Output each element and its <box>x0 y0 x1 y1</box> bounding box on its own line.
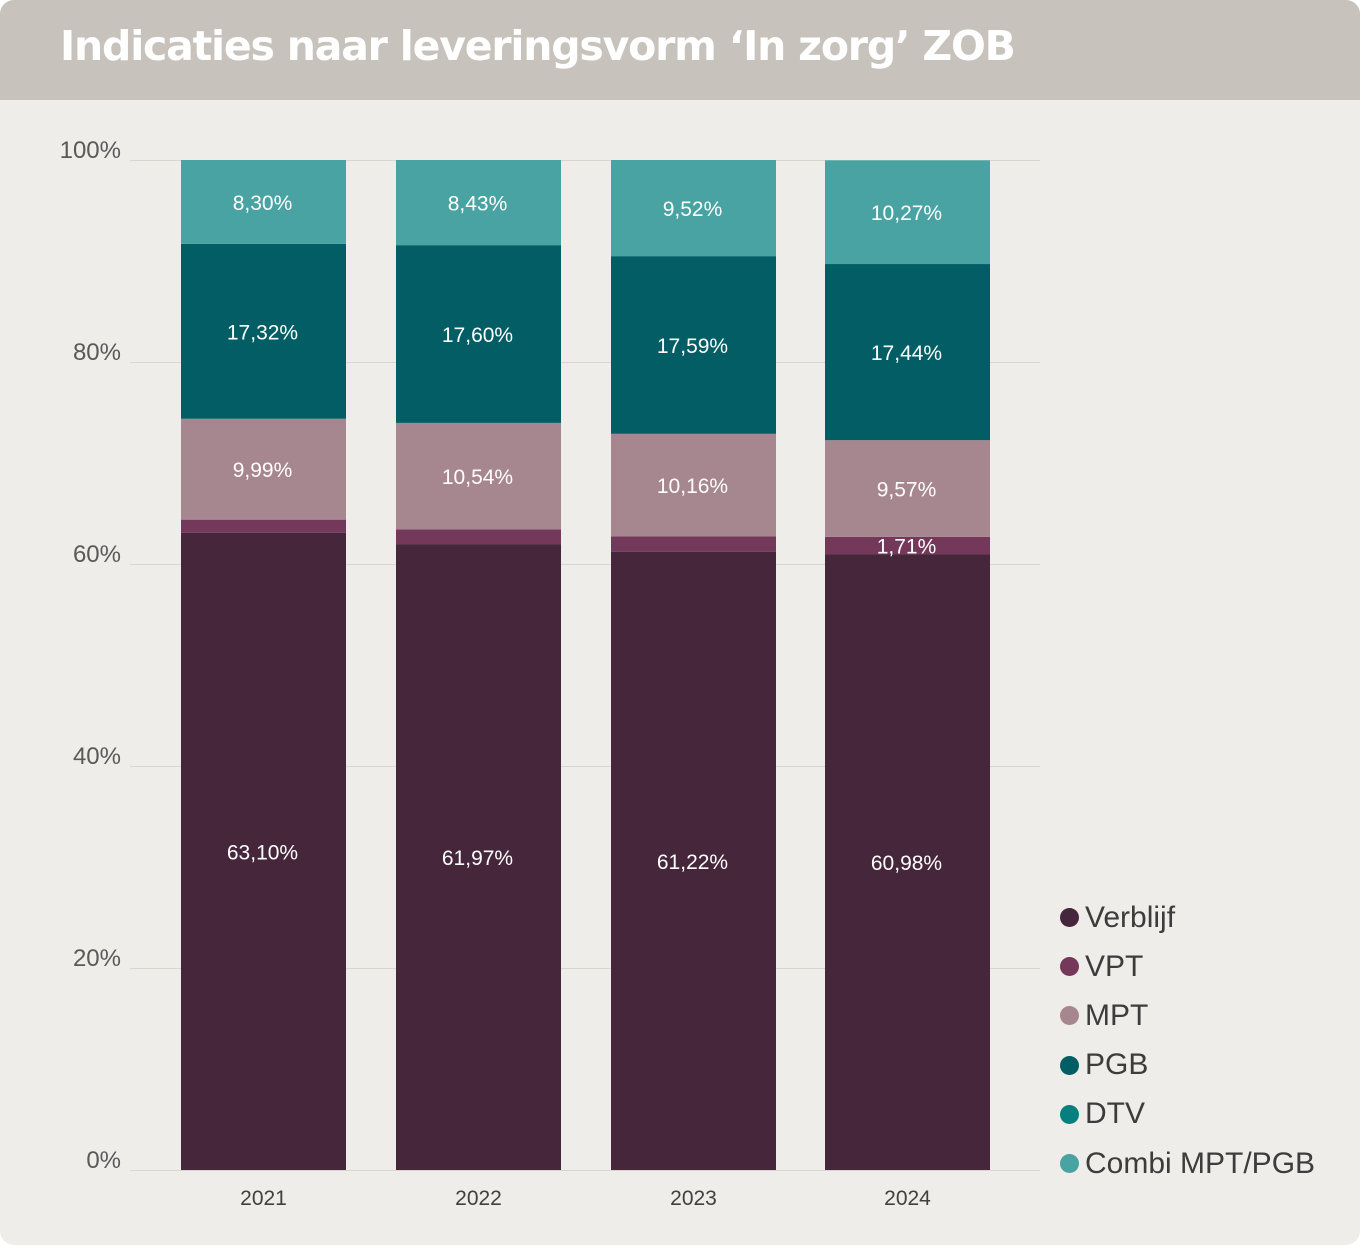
data-label: 9,57% <box>877 479 937 502</box>
data-label: 1,71% <box>877 535 937 558</box>
y-tick-label: 0% <box>86 1147 121 1174</box>
data-label: 8,43% <box>448 193 508 216</box>
legend-swatch <box>1060 957 1079 977</box>
data-label: 10,54% <box>442 466 513 489</box>
data-label: 10,27% <box>871 202 942 225</box>
bar-segment-combi-mpt-pgb <box>396 160 561 246</box>
bar-segment-combi-mpt-pgb <box>825 160 990 265</box>
bar-segment-pgb <box>611 256 776 434</box>
bar-segment-verblijf <box>181 532 346 1170</box>
data-label: 17,32% <box>227 321 298 344</box>
title-bar: Indicaties naar leveringsvorm ‘In zorg’ … <box>0 0 1360 100</box>
data-label: 8,30% <box>233 192 293 215</box>
data-label: 61,97% <box>442 847 513 870</box>
bar-segment-mpt <box>611 433 776 537</box>
bar-segment-pgb <box>825 264 990 441</box>
y-tick-label: 80% <box>73 339 121 366</box>
legend-swatch <box>1060 1006 1079 1026</box>
legend-label: DTV <box>1085 1097 1145 1131</box>
bar-segment-mpt <box>396 422 561 530</box>
legend-item: PGB <box>1060 1041 1315 1090</box>
bar-segment-pgb <box>396 245 561 423</box>
legend-label: MPT <box>1085 998 1149 1032</box>
y-tick-label: 40% <box>73 743 121 770</box>
bar-segment-verblijf <box>611 551 776 1170</box>
chart-title: Indicaties naar leveringsvorm ‘In zorg’ … <box>60 22 1016 70</box>
legend: Verblijf VPT MPT PGB DTV Combi MPT/PGB <box>1060 893 1315 1188</box>
legend-swatch <box>1060 908 1079 928</box>
data-label: 17,59% <box>657 335 728 358</box>
legend-swatch <box>1060 1055 1079 1075</box>
data-label: 9,99% <box>233 459 293 482</box>
bar-segment-vpt <box>396 529 561 545</box>
y-tick-label: 60% <box>73 541 121 568</box>
legend-item: VPT <box>1060 942 1315 991</box>
legend-label: Verblijf <box>1085 900 1176 934</box>
bar-segment-mpt <box>825 440 990 537</box>
x-tick-label: 2023 <box>670 1187 717 1210</box>
bar-segment-vpt <box>611 536 776 552</box>
bar-segment-mpt <box>181 418 346 520</box>
bar-segment-combi-mpt-pgb <box>611 160 776 257</box>
legend-label: Combi MPT/PGB <box>1085 1146 1316 1180</box>
data-label: 9,52% <box>663 198 723 221</box>
legend-item: DTV <box>1060 1090 1315 1139</box>
bar-segment-verblijf <box>825 554 990 1170</box>
data-label: 60,98% <box>871 852 942 875</box>
data-label: 17,60% <box>442 324 513 347</box>
bar-segment-combi-mpt-pgb <box>181 160 346 244</box>
bar-segment-pgb <box>181 243 346 419</box>
legend-label: PGB <box>1085 1048 1149 1082</box>
legend-item: MPT <box>1060 991 1315 1040</box>
data-label: 10,16% <box>657 475 728 498</box>
x-tick-label: 2024 <box>884 1187 931 1210</box>
legend-swatch <box>1060 1154 1079 1174</box>
y-tick-label: 20% <box>73 945 121 972</box>
legend-label: VPT <box>1085 949 1144 983</box>
data-label: 63,10% <box>227 841 298 864</box>
legend-swatch <box>1060 1104 1079 1124</box>
bar-segment-vpt <box>181 519 346 533</box>
data-label: 61,22% <box>657 851 728 874</box>
x-tick-label: 2021 <box>240 1187 287 1210</box>
legend-item: Combi MPT/PGB <box>1060 1139 1315 1188</box>
bar-segment-verblijf <box>396 544 561 1170</box>
data-label: 17,44% <box>871 342 942 365</box>
y-tick-label: 100% <box>60 137 121 164</box>
x-tick-label: 2022 <box>455 1187 502 1210</box>
bar-segment-vpt <box>825 536 990 555</box>
legend-item: Verblijf <box>1060 893 1315 942</box>
